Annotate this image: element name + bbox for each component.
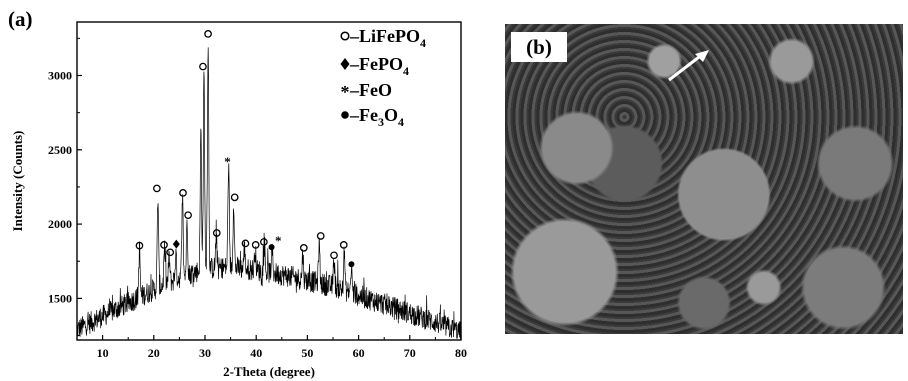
y-tick-label: 2500 bbox=[48, 143, 72, 157]
feo-marker: * bbox=[275, 233, 282, 248]
legend-fepo4-icon bbox=[340, 58, 350, 70]
legend-fe3o4-icon bbox=[341, 111, 349, 119]
legend-label-text: –FePO bbox=[349, 54, 403, 74]
fe3o4-marker bbox=[268, 244, 275, 251]
arrow-icon bbox=[668, 50, 709, 82]
legend-label-text: –LiFePO bbox=[349, 26, 420, 46]
peak-markers: ** bbox=[135, 30, 355, 268]
legend-lifepo4-icon bbox=[340, 31, 350, 41]
x-tick-label: 20 bbox=[148, 346, 160, 360]
lifepo4-marker bbox=[241, 239, 250, 248]
lifepo4-marker bbox=[339, 241, 348, 249]
lifepo4-marker bbox=[260, 238, 268, 246]
fepo4-marker bbox=[172, 239, 180, 249]
x-tick-label: 40 bbox=[250, 346, 262, 360]
lifepo4-marker bbox=[179, 189, 187, 197]
y-tick-label: 2000 bbox=[48, 217, 72, 231]
lifepo4-marker bbox=[153, 184, 161, 193]
x-tick-label: 70 bbox=[404, 346, 416, 360]
lifepo4-marker bbox=[212, 229, 221, 237]
legend-label-text: –FeO bbox=[349, 80, 392, 100]
lifepo4-marker bbox=[299, 244, 308, 252]
sem-micrograph: (b) bbox=[505, 24, 903, 334]
y-axis-title: Intensity (Counts) bbox=[10, 131, 25, 232]
legend-label: –Fe3O4 bbox=[349, 105, 404, 129]
panel-b-label: (b) bbox=[511, 32, 567, 62]
xrd-pattern-line bbox=[76, 47, 462, 339]
lifepo4-marker bbox=[135, 241, 144, 250]
feo-marker: * bbox=[224, 154, 231, 169]
x-tick-label: 80 bbox=[455, 346, 467, 360]
xrd-series bbox=[76, 47, 462, 339]
plot-area bbox=[76, 21, 462, 341]
legend-label-tail: O bbox=[384, 105, 398, 125]
legend-label-subscript: 4 bbox=[403, 64, 409, 78]
legend-label-text: –Fe bbox=[349, 105, 378, 125]
lifepo4-marker bbox=[230, 193, 239, 202]
legend-label: –FePO4 bbox=[349, 54, 409, 78]
lifepo4-marker bbox=[166, 248, 175, 257]
x-axis-title: 2-Theta (degree) bbox=[223, 364, 315, 379]
y-tick-label: 1500 bbox=[48, 291, 72, 305]
legend-label: –LiFePO4 bbox=[349, 26, 426, 50]
y-tick-label: 3000 bbox=[48, 68, 72, 82]
lifepo4-marker bbox=[330, 251, 338, 260]
x-tick-label: 50 bbox=[301, 346, 313, 360]
lifepo4-marker bbox=[316, 232, 325, 240]
y-axis-ticks: 1500 2000 2500 3000 bbox=[48, 37, 82, 337]
x-axis-ticks: 10 20 30 40 50 60 70 80 bbox=[76, 335, 467, 360]
legend: –LiFePO4–FePO4* –FeO–Fe3O4 bbox=[340, 26, 426, 129]
legend-label-subscript: 4 bbox=[398, 115, 404, 129]
fe3o4-marker bbox=[348, 261, 355, 268]
panel-a-label: (a) bbox=[8, 7, 33, 31]
legend-feo-icon: * bbox=[341, 82, 350, 102]
lifepo4-marker bbox=[251, 241, 260, 249]
lifepo4-marker bbox=[184, 211, 192, 220]
x-tick-label: 60 bbox=[353, 346, 365, 360]
lifepo4-marker bbox=[160, 241, 168, 249]
legend-label-subscript: 3 bbox=[378, 115, 384, 129]
lifepo4-marker bbox=[199, 62, 207, 71]
legend-label: –FeO bbox=[349, 80, 392, 100]
x-tick-label: 10 bbox=[97, 346, 109, 360]
x-tick-label: 30 bbox=[199, 346, 211, 360]
legend-label-subscript: 4 bbox=[420, 36, 426, 50]
lifepo4-marker bbox=[204, 30, 212, 38]
